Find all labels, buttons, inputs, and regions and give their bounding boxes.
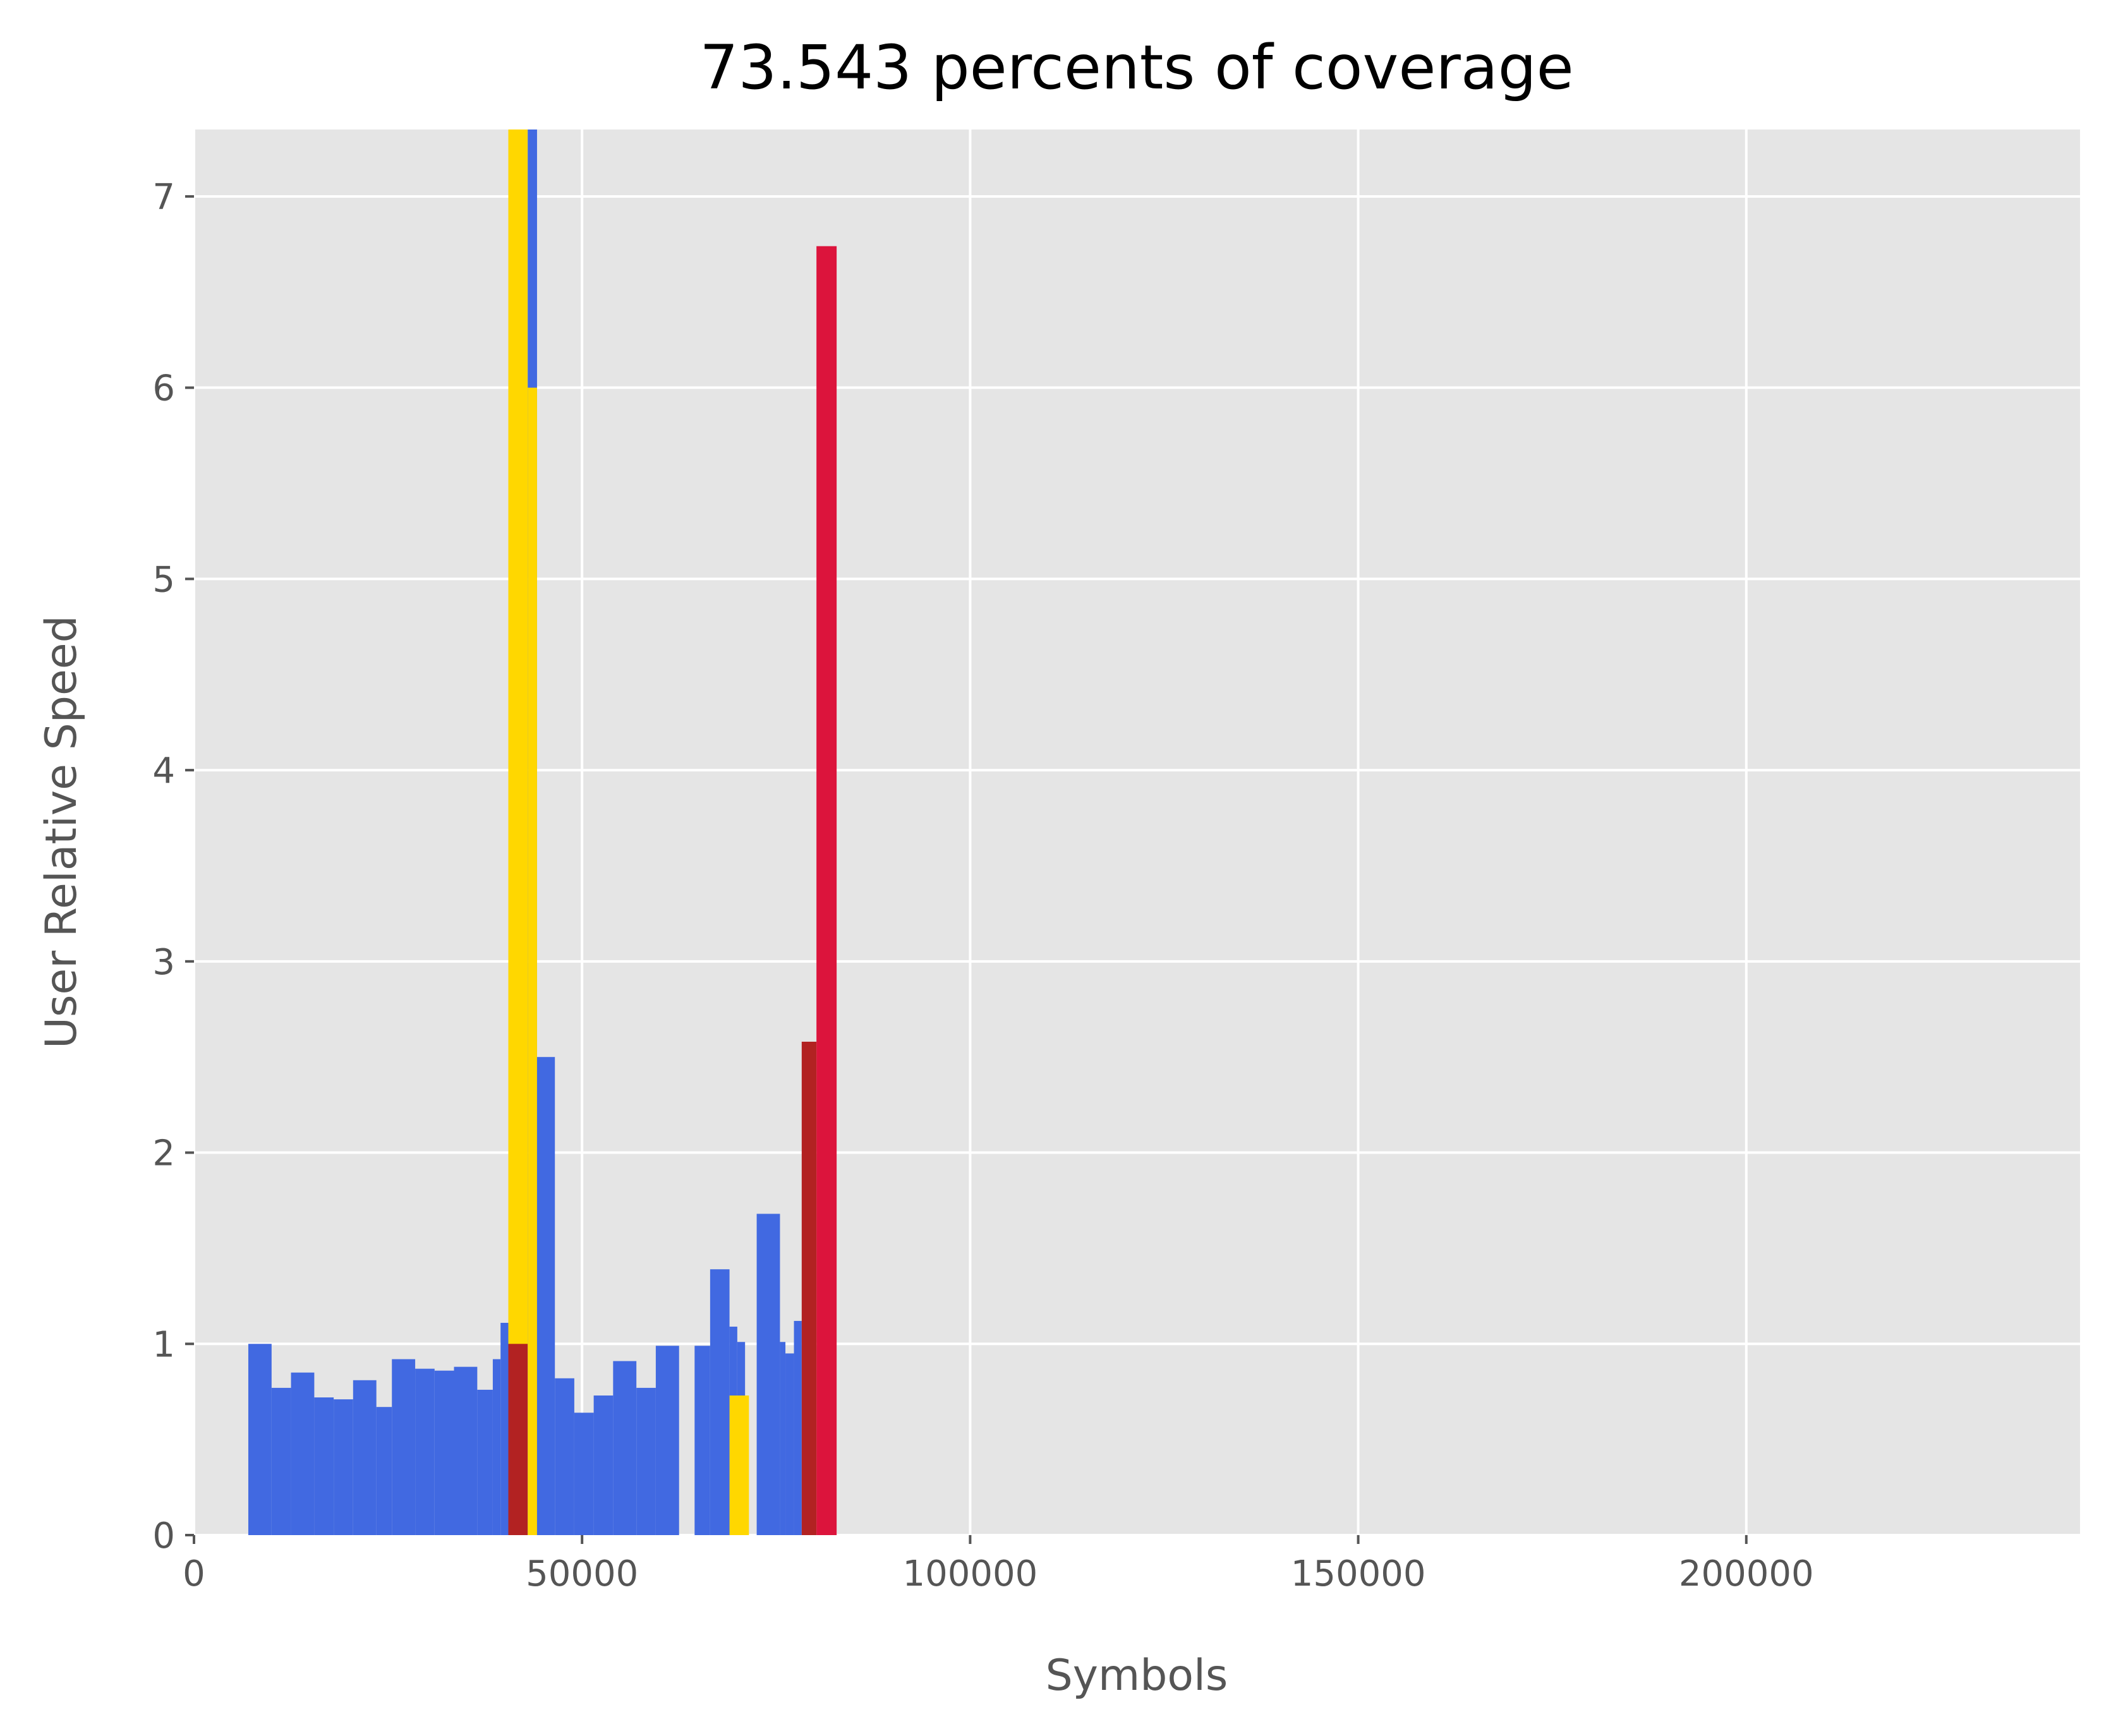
bar-11 [477, 1389, 493, 1535]
bar-5 [353, 1380, 377, 1535]
bar-18 [536, 1057, 555, 1535]
x-tick-label-1: 50000 [526, 1553, 638, 1594]
bar-17 [528, 387, 537, 1535]
bar-30 [756, 1214, 780, 1535]
bar-26 [710, 1269, 730, 1535]
y-tick-label-2: 2 [152, 1133, 175, 1174]
chart-title: 73.543 percents of coverage [699, 32, 1573, 103]
bar-19 [555, 1378, 574, 1535]
bar-24 [655, 1346, 679, 1535]
bar-23 [636, 1387, 656, 1535]
bar-22 [613, 1361, 637, 1535]
x-axis-label: Symbols [1046, 1651, 1228, 1701]
bar-32 [785, 1353, 794, 1535]
bar-14 [508, 130, 528, 1535]
bar-33 [794, 1320, 802, 1535]
bar-12 [492, 1359, 501, 1535]
bar-2 [291, 1372, 315, 1535]
y-tick-label-5: 5 [152, 559, 175, 600]
bar-3 [314, 1397, 334, 1535]
x-tick-label-3: 150000 [1291, 1553, 1426, 1594]
bar-13 [500, 1322, 509, 1535]
bar-34 [801, 1041, 817, 1535]
bar-31 [780, 1342, 786, 1535]
y-tick-label-6: 6 [152, 368, 175, 409]
bar-7 [392, 1359, 416, 1535]
bar-20 [574, 1413, 594, 1535]
bar-1 [271, 1387, 291, 1535]
bar-21 [593, 1395, 614, 1535]
bar-25 [694, 1346, 710, 1535]
bar-8 [415, 1368, 435, 1535]
bars [248, 130, 837, 1535]
bar-15 [508, 1344, 528, 1535]
y-tick-label-7: 7 [152, 177, 175, 218]
y-tick-label-3: 3 [152, 942, 175, 983]
bar-0 [248, 1344, 272, 1535]
x-tick-label-2: 100000 [903, 1553, 1038, 1594]
bar-6 [376, 1407, 392, 1535]
x-ticks: 0 50000 100000 150000 200000 [183, 1535, 1814, 1594]
x-tick-label-4: 200000 [1679, 1553, 1814, 1594]
bar-35 [816, 246, 837, 1535]
bar-10 [454, 1366, 478, 1535]
bar-29 [729, 1395, 749, 1535]
bar-9 [434, 1370, 454, 1535]
x-tick-label-0: 0 [183, 1553, 205, 1594]
y-ticks: 0 1 2 3 4 5 6 7 [152, 177, 194, 1557]
y-tick-label-0: 0 [152, 1516, 175, 1557]
y-tick-label-4: 4 [152, 750, 175, 792]
plot-background [194, 130, 2080, 1535]
bar-4 [334, 1399, 353, 1535]
y-tick-label-1: 1 [152, 1324, 175, 1365]
y-axis-label: User Relative Speed [37, 615, 87, 1049]
